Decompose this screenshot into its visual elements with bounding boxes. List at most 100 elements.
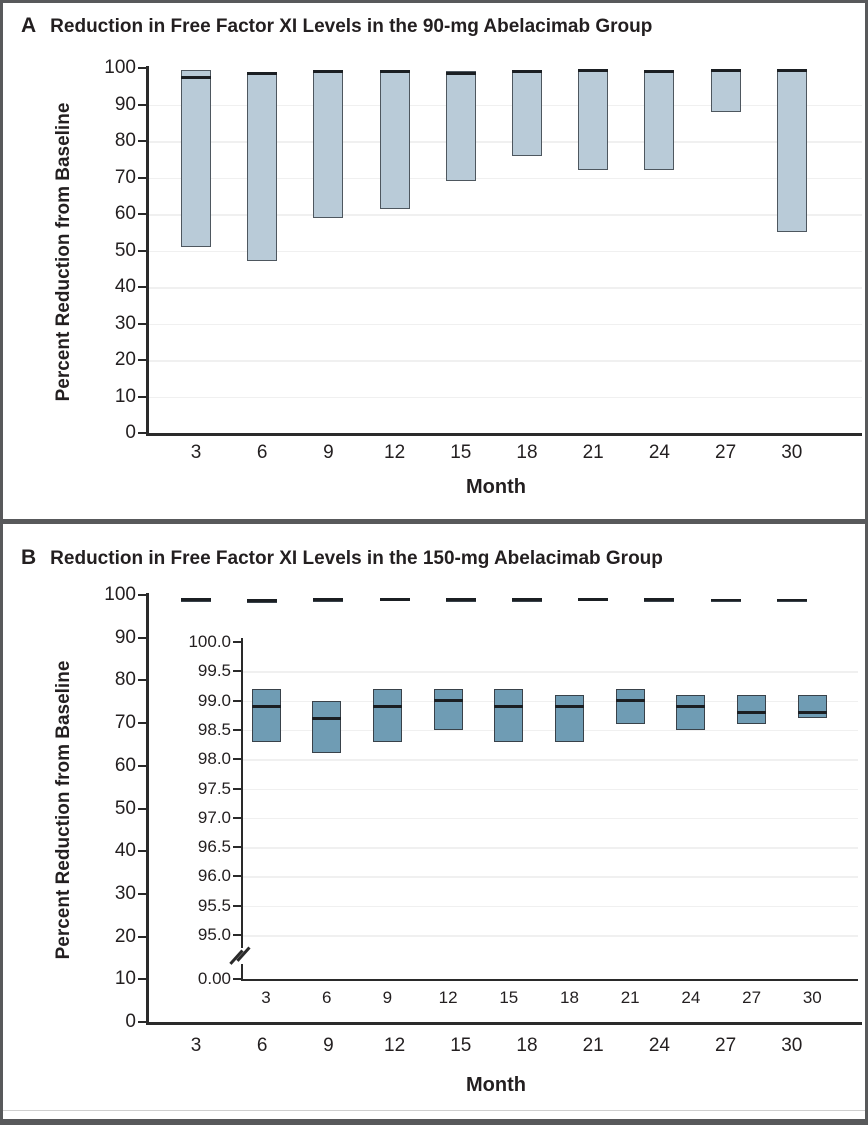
panel-b-xaxis-title: Month — [466, 1074, 526, 1096]
inset-ytick-label: 98.0 — [197, 749, 231, 769]
inset-gridline — [243, 935, 858, 937]
panel-b-ytick — [138, 935, 146, 938]
inset-ytick — [233, 728, 241, 731]
median-month-9 — [313, 598, 344, 601]
panel-a-gridline — [148, 360, 862, 362]
inset-ytick — [233, 934, 241, 936]
panel-a-ytick-label: 40 — [114, 276, 136, 297]
inset-xtick-label: 15 — [499, 988, 519, 1007]
inset-xtick-label: 6 — [321, 988, 332, 1007]
panel-a-xtick-label: 15 — [450, 442, 472, 463]
median-month-9 — [313, 69, 344, 73]
panel-a-ytick — [138, 322, 146, 325]
inset-ytick — [233, 641, 241, 643]
inset-ytick-label: 100.0 — [188, 632, 231, 651]
inset-xtick-label: 9 — [382, 988, 393, 1007]
panel-b-yaxis — [146, 593, 149, 1024]
panel-a-gridline — [148, 287, 862, 289]
panel-a-xtick-label: 9 — [323, 442, 334, 463]
inset-ytick — [233, 758, 241, 761]
panel-a-gridline — [148, 214, 862, 216]
box-month-6 — [312, 700, 342, 754]
panel-b-ytick — [138, 594, 146, 596]
inset-ytick-label: 96.5 — [197, 837, 231, 857]
median-month-12 — [379, 69, 410, 73]
median-month-21 — [578, 69, 609, 73]
inset-gridline — [243, 876, 858, 878]
median-month-15 — [445, 71, 476, 75]
panel-a-xtick-label: 12 — [384, 442, 406, 463]
panel-b-xtick-label: 12 — [384, 1035, 406, 1056]
panel-b-xtick-label: 6 — [256, 1035, 268, 1056]
panel-b-xtick-label: 9 — [323, 1035, 334, 1056]
panel-b-ytick-label: 40 — [114, 840, 136, 862]
panel-a-xtick-label: 24 — [648, 442, 670, 463]
panel-a-xtick-label: 3 — [190, 442, 202, 463]
panel-b-ytick — [138, 722, 146, 725]
panel-b-ytick — [138, 850, 146, 853]
median-month-12 — [379, 598, 410, 601]
panel-b-xtick-label: 15 — [450, 1035, 472, 1056]
inset-ytick — [233, 699, 241, 702]
inset-ytick-label: 99.5 — [197, 661, 231, 681]
panel-b-ytick-label: 90 — [114, 626, 136, 648]
inset-xtick-label: 24 — [681, 988, 701, 1007]
box-month-21 — [578, 70, 609, 171]
inset-gridline — [243, 671, 858, 673]
panel-b-ytick — [138, 892, 146, 895]
panel-a-gridline — [148, 323, 862, 325]
panel-a-ytick — [138, 67, 146, 69]
frame-top — [0, 0, 868, 3]
median-month-30 — [776, 69, 807, 73]
panel-a-xtick-label: 27 — [715, 442, 737, 463]
panel-a-ytick-label: 20 — [114, 349, 136, 370]
panel-b-ytick-label: 60 — [114, 754, 136, 776]
box-month-27 — [737, 694, 767, 725]
panel-b-xtick-label: 30 — [781, 1035, 803, 1056]
inset-gridline — [243, 905, 858, 908]
panel-a-ytick-label: 50 — [114, 239, 136, 261]
inset-ytick — [233, 904, 241, 907]
panel-a-ytick-label: 80 — [114, 130, 136, 151]
panel-b-title-row: B Reduction in Free Factor XI Levels in t… — [21, 546, 663, 570]
panel-a-xtick-label: 30 — [781, 442, 803, 463]
bottom-hairline — [3, 1110, 865, 1111]
panel-b-ytick-label: 50 — [114, 797, 136, 819]
panel-a-gridline — [148, 250, 862, 252]
inset-ytick-zero — [233, 978, 241, 980]
median-month-6 — [247, 71, 278, 75]
inset-xtick-label: 27 — [742, 988, 762, 1007]
inset-ytick-label: 98.5 — [197, 719, 231, 739]
inset-xtick-label: 12 — [438, 988, 458, 1007]
inset-gridline — [243, 759, 858, 761]
inset-ytick — [233, 670, 241, 673]
panel-b-letter: B — [21, 546, 37, 569]
panel-a-ytick-label: 60 — [114, 203, 136, 224]
box-month-6 — [247, 72, 278, 262]
panel-a-xtick-label: 6 — [256, 442, 268, 463]
panel-b-ytick-label: 10 — [114, 968, 136, 990]
frame-bottom — [0, 1119, 868, 1125]
median-month-6 — [312, 716, 342, 720]
median-month-18 — [512, 598, 542, 601]
inset-ytick — [233, 875, 241, 878]
panel-b-ytick-label: 100 — [104, 584, 136, 605]
panel-a-ytick-label: 10 — [114, 385, 136, 407]
panel-b-ytick-label: 30 — [114, 882, 136, 904]
median-month-30 — [797, 710, 827, 714]
panel-divider — [0, 519, 868, 524]
inset-ytick-label: 95.0 — [197, 925, 231, 944]
inset-xaxis — [241, 979, 858, 981]
inset-ytick-label: 96.0 — [197, 866, 231, 886]
inset-gridline — [243, 847, 858, 849]
inset-ytick-label: 95.5 — [197, 895, 231, 915]
panel-b-ytick — [138, 1021, 146, 1023]
median-month-27 — [737, 710, 767, 714]
inset-xtick-label: 18 — [560, 988, 579, 1007]
box-month-18 — [555, 694, 584, 742]
panel-a-title-row: A Reduction in Free Factor XI Levels in t… — [21, 14, 652, 38]
panel-b-ytick — [138, 978, 146, 981]
median-month-21 — [578, 598, 609, 601]
inset-ytick — [233, 816, 241, 819]
